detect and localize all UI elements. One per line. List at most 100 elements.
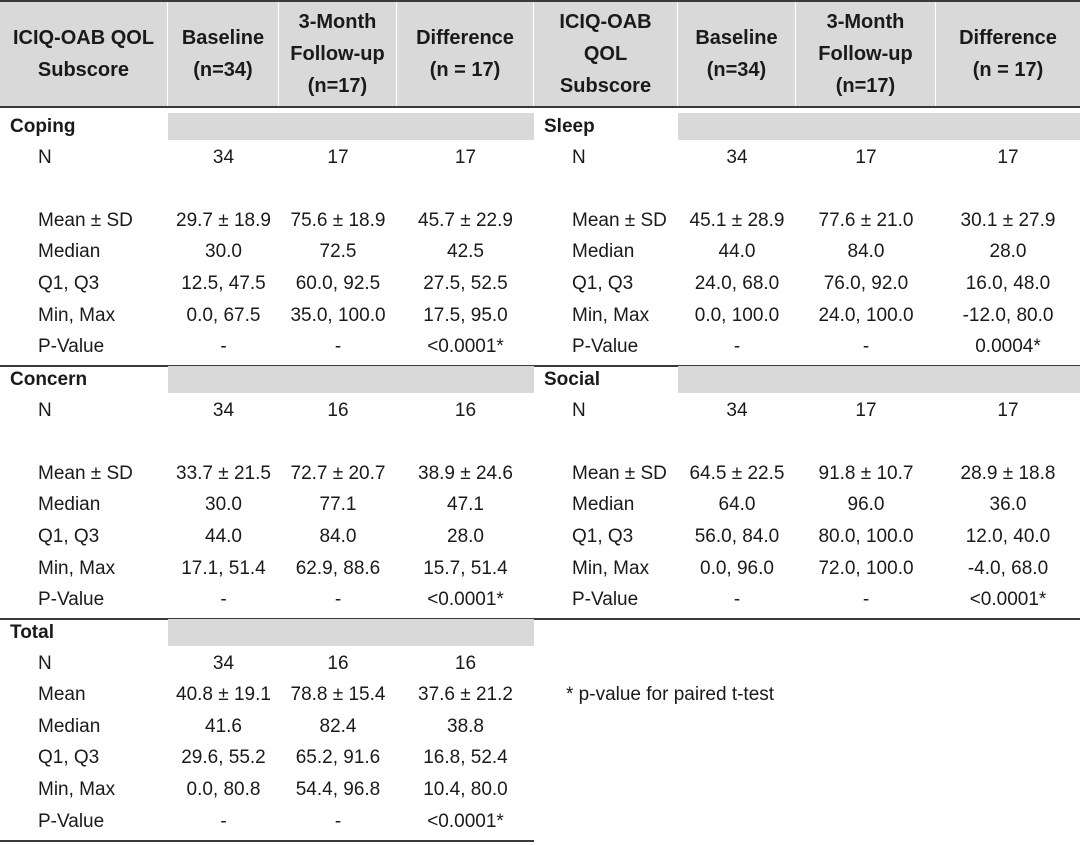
table-cell: -: [334, 589, 342, 611]
table-cell: <0.0001*: [969, 589, 1047, 611]
section-title-total: Total: [10, 622, 54, 643]
row-label: Q1, Q3: [38, 272, 100, 294]
table-cell: 80.0, 100.0: [818, 525, 914, 547]
table-cell: 45.1 ± 28.9: [689, 209, 785, 231]
table-cell: 76.0, 92.0: [823, 272, 909, 294]
table-cell: 16: [327, 399, 349, 421]
table-cell: 17: [855, 399, 877, 421]
table-cell: 24.0, 100.0: [818, 304, 914, 326]
table-cell: 82.4: [319, 715, 357, 737]
table-cell: 17: [997, 399, 1019, 421]
table-cell: 30.0: [205, 494, 242, 516]
table-cell: [397, 174, 534, 205]
table-cell: 17: [454, 146, 477, 168]
table-cell: 28.0: [447, 525, 484, 547]
table-cell: 91.8 ± 10.7: [818, 462, 914, 484]
table-cell: <0.0001*: [427, 336, 504, 358]
table-cell: 78.8 ± 15.4: [290, 684, 386, 706]
row-label: [534, 427, 678, 458]
row-label: P-Value: [38, 810, 105, 832]
table-cell: 12.5, 47.5: [181, 272, 266, 294]
table-cell: 16: [454, 652, 477, 674]
table-cell: -: [334, 810, 342, 832]
row-label: Median: [572, 494, 635, 516]
table-cell: 62.9, 88.6: [295, 557, 381, 579]
table-cell: 17: [327, 146, 349, 168]
table-cell: -: [334, 336, 342, 358]
table-cell: 47.1: [447, 494, 484, 516]
row-label: P-Value: [38, 589, 105, 611]
table-cell: 12.0, 40.0: [965, 525, 1051, 547]
table-cell: 27.5, 52.5: [423, 272, 508, 294]
table-cell: 37.6 ± 21.2: [418, 684, 513, 706]
row-label: [534, 174, 678, 205]
header-left-col-0: ICIQ-OAB QOL Subscore: [0, 2, 168, 106]
table-cell: 28.0: [989, 241, 1027, 263]
section-band-social: [678, 366, 1080, 393]
table-cell: 54.4, 96.8: [295, 778, 381, 800]
table-cell: 45.7 ± 22.9: [418, 209, 513, 231]
header-right-col-2: 3-Month Follow-up (n=17): [796, 2, 936, 106]
table-cell: 96.0: [847, 494, 885, 516]
table-cell: [678, 174, 796, 205]
row-label: N: [38, 399, 52, 421]
table-cell: [936, 427, 1080, 458]
header-left-col-3: Difference (n = 17): [397, 2, 534, 106]
header-left-col-2: 3-Month Follow-up (n=17): [279, 2, 397, 106]
table-cell: <0.0001*: [427, 589, 504, 611]
row-label: P-Value: [572, 589, 639, 611]
row-label: Mean ± SD: [572, 462, 667, 484]
table-cell: 36.0: [989, 494, 1027, 516]
table-cell: 64.5 ± 22.5: [689, 462, 785, 484]
table-cell: [796, 174, 936, 205]
table-cell: 16.8, 52.4: [423, 747, 508, 769]
table-cell: 34: [726, 399, 748, 421]
table-cell: -: [733, 336, 741, 358]
row-label: [0, 427, 168, 458]
table-cell: 24.0, 68.0: [694, 272, 780, 294]
table-cell: 77.1: [319, 494, 357, 516]
table-cell: 17: [855, 146, 877, 168]
section-band-total: [168, 619, 534, 646]
row-label: N: [38, 146, 52, 168]
table-cell: 17.1, 51.4: [181, 557, 266, 579]
table-cell: -: [220, 810, 227, 832]
table-cell: 44.0: [205, 525, 242, 547]
table-cell: 35.0, 100.0: [290, 304, 386, 326]
table-cell: [678, 427, 796, 458]
section-band-sleep: [678, 113, 1080, 140]
table-cell: 0.0, 100.0: [694, 304, 780, 326]
table-cell: 33.7 ± 21.5: [176, 462, 271, 484]
row-label: N: [572, 146, 586, 168]
table-cell: -: [733, 589, 741, 611]
section-rule: [0, 839, 534, 842]
table-cell: 38.8: [447, 715, 484, 737]
table-cell: 17: [997, 146, 1019, 168]
row-label: Median: [572, 241, 635, 263]
table-cell: 0.0, 67.5: [186, 304, 261, 326]
row-label: Median: [38, 494, 101, 516]
table-cell: -4.0, 68.0: [967, 557, 1049, 579]
row-label: Q1, Q3: [38, 525, 100, 547]
table-cell: 38.9 ± 24.6: [418, 462, 513, 484]
row-label: Min, Max: [572, 557, 650, 579]
section-rule: [534, 618, 1080, 621]
table-cell: 34: [726, 146, 748, 168]
header-right-col-3: Difference (n = 17): [959, 27, 1057, 81]
table-cell: 42.5: [447, 241, 484, 263]
table-cell: [397, 427, 534, 458]
row-label: Q1, Q3: [38, 747, 100, 769]
table-cell: 0.0, 80.8: [186, 778, 261, 800]
table-cell: 28.9 ± 18.8: [960, 462, 1056, 484]
row-label: Median: [38, 241, 101, 263]
row-label: Min, Max: [38, 304, 116, 326]
row-label: Median: [38, 715, 101, 737]
table-cell: -: [220, 589, 227, 611]
table-cell: 84.0: [847, 241, 885, 263]
table-cell: [168, 427, 279, 458]
header-right-col-0: ICIQ-OAB QOL Subscore: [534, 2, 678, 106]
table-cell: -: [220, 336, 227, 358]
row-label: P-Value: [38, 336, 105, 358]
table-cell: 64.0: [718, 494, 756, 516]
table-cell: 65.2, 91.6: [295, 747, 381, 769]
